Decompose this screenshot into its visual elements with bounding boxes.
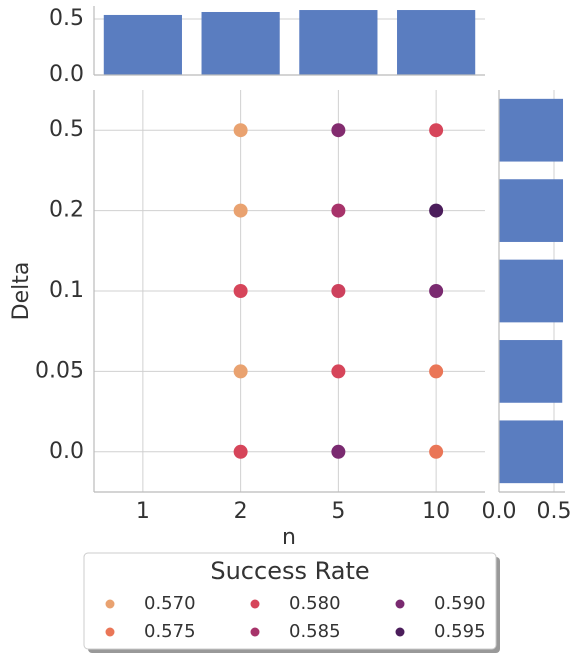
legend-marker <box>395 627 405 637</box>
legend-label: 0.575 <box>144 621 196 642</box>
x-tick-label: 0.0 <box>482 499 517 524</box>
y-axis-label: Delta <box>9 262 34 321</box>
legend-label: 0.580 <box>289 593 341 614</box>
point <box>429 364 444 379</box>
point <box>331 123 346 138</box>
bar <box>397 10 476 75</box>
bar <box>499 98 564 162</box>
y-tick-label: 0.5 <box>49 6 84 31</box>
legend-title: Success Rate <box>210 557 369 585</box>
y-tick-label: 0.0 <box>49 439 84 464</box>
y-tick-label: 0.2 <box>49 198 84 223</box>
bar <box>499 420 564 484</box>
bar <box>103 14 182 76</box>
point <box>331 444 346 459</box>
point <box>233 123 248 138</box>
point <box>429 284 444 298</box>
point <box>233 364 248 379</box>
legend-marker <box>105 599 115 609</box>
point <box>331 364 346 379</box>
y-tick-label: 0.1 <box>49 278 84 303</box>
x-tick-label: 5 <box>331 499 345 524</box>
legend-marker <box>250 627 260 637</box>
point <box>429 203 444 218</box>
y-tick-label: 0.0 <box>49 62 84 87</box>
bar <box>299 10 378 75</box>
bar <box>201 11 280 75</box>
legend-marker <box>105 627 115 637</box>
x-tick-label: 2 <box>234 499 248 524</box>
x-tick-label: 0.5 <box>537 499 572 524</box>
x-axis-label: n <box>282 525 296 550</box>
bar <box>499 340 563 403</box>
legend-label: 0.595 <box>434 621 486 642</box>
point <box>233 444 248 459</box>
point <box>429 123 444 138</box>
x-tick-label: 10 <box>422 499 450 524</box>
legend-marker <box>250 599 260 609</box>
bar <box>499 259 564 323</box>
legend-label: 0.585 <box>289 621 341 642</box>
point <box>233 284 248 298</box>
point <box>429 444 444 459</box>
y-tick-label: 0.5 <box>49 117 84 142</box>
bar <box>499 179 564 242</box>
legend-box <box>83 552 497 650</box>
legend-label: 0.590 <box>434 593 486 614</box>
y-tick-label: 0.05 <box>35 358 84 383</box>
legend-marker <box>395 599 405 609</box>
x-tick-label: 1 <box>136 499 150 524</box>
point <box>233 203 248 218</box>
point <box>331 284 346 298</box>
point <box>331 203 346 218</box>
legend-label: 0.570 <box>144 593 196 614</box>
